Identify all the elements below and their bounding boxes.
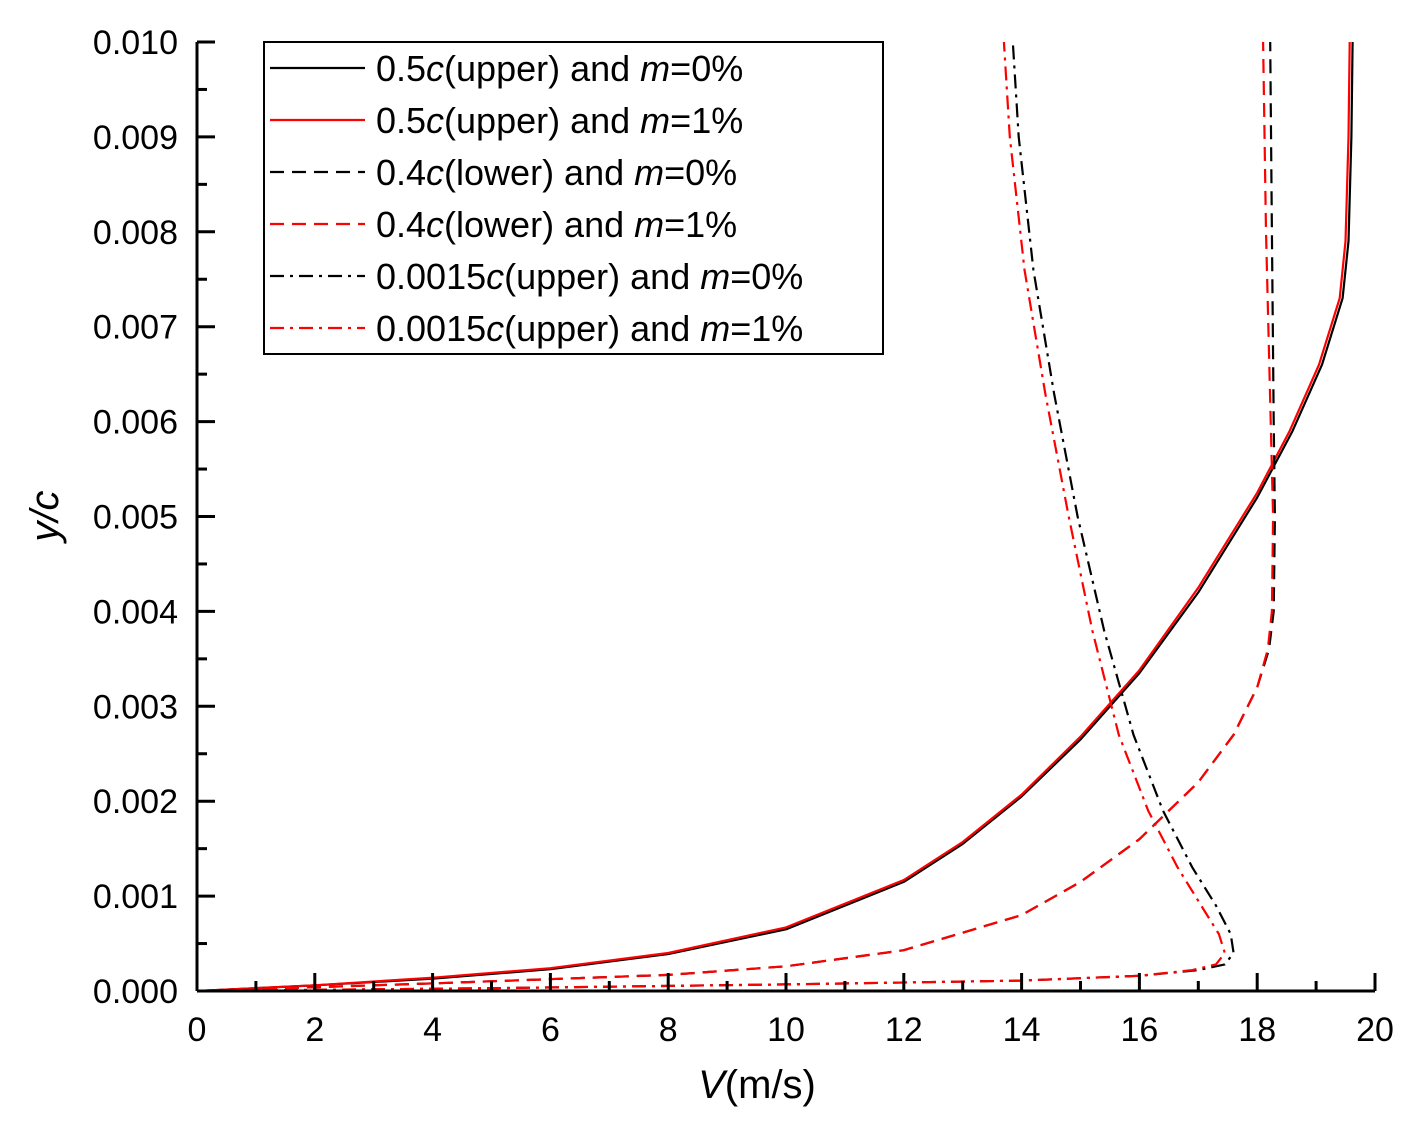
y-tick-label: 0.001 bbox=[93, 878, 178, 916]
legend-label-3: 0.4c(lower) and m=0% bbox=[376, 152, 737, 193]
x-tick-label: 12 bbox=[885, 1011, 923, 1049]
axes: 0 2 4 6 8 10 12 14 16 18 20 0.000 0.001 0.002 0.003 0.0… bbox=[93, 24, 1394, 1049]
x-tick-label: 6 bbox=[541, 1011, 560, 1049]
x-tick-label: 4 bbox=[423, 1011, 442, 1049]
y-tick-label: 0.000 bbox=[93, 973, 178, 1011]
y-tick-label: 0.004 bbox=[93, 593, 178, 631]
x-tick-label: 2 bbox=[305, 1011, 324, 1049]
legend-label-2: 0.5c(upper) and m=1% bbox=[376, 100, 743, 141]
y-tick-label: 0.007 bbox=[93, 309, 178, 347]
y-tick-label: 0.005 bbox=[93, 499, 178, 537]
x-axis-title-units: (m/s) bbox=[725, 1063, 816, 1107]
x-tick-label: 18 bbox=[1238, 1011, 1276, 1049]
y-tick-label: 0.009 bbox=[93, 119, 178, 157]
x-tick-label: 20 bbox=[1356, 1011, 1394, 1049]
x-axis-title: V(m/s) bbox=[698, 1063, 816, 1107]
legend-label-1: 0.5c(upper) and m=0% bbox=[376, 48, 743, 89]
legend-label-5: 0.0015c(upper) and m=0% bbox=[376, 256, 803, 297]
y-axis-title: y/c bbox=[23, 490, 67, 544]
y-tick-label: 0.002 bbox=[93, 783, 178, 821]
series-line-4 bbox=[196, 41, 1275, 993]
legend: 0.5c(upper) and m=0% 0.5c(upper) and m=1%… bbox=[263, 41, 884, 355]
legend-box bbox=[263, 41, 884, 355]
y-tick-label: 0.006 bbox=[93, 404, 178, 442]
x-tick-label: 0 bbox=[188, 1011, 207, 1049]
x-axis-title-italic: V bbox=[698, 1063, 728, 1107]
x-tick-label: 16 bbox=[1120, 1011, 1158, 1049]
y-tick-label: 0.010 bbox=[93, 24, 178, 62]
legend-label-4: 0.4c(lower) and m=1% bbox=[376, 204, 737, 245]
y-tick-label: 0.003 bbox=[93, 688, 178, 726]
x-tick-label: 10 bbox=[767, 1011, 805, 1049]
y-tick-label: 0.008 bbox=[93, 214, 178, 252]
x-tick-label: 8 bbox=[659, 1011, 678, 1049]
legend-label-6: 0.0015c(upper) and m=1% bbox=[376, 308, 803, 349]
x-tick-label: 14 bbox=[1003, 1011, 1041, 1049]
series-line-2 bbox=[196, 41, 1351, 993]
